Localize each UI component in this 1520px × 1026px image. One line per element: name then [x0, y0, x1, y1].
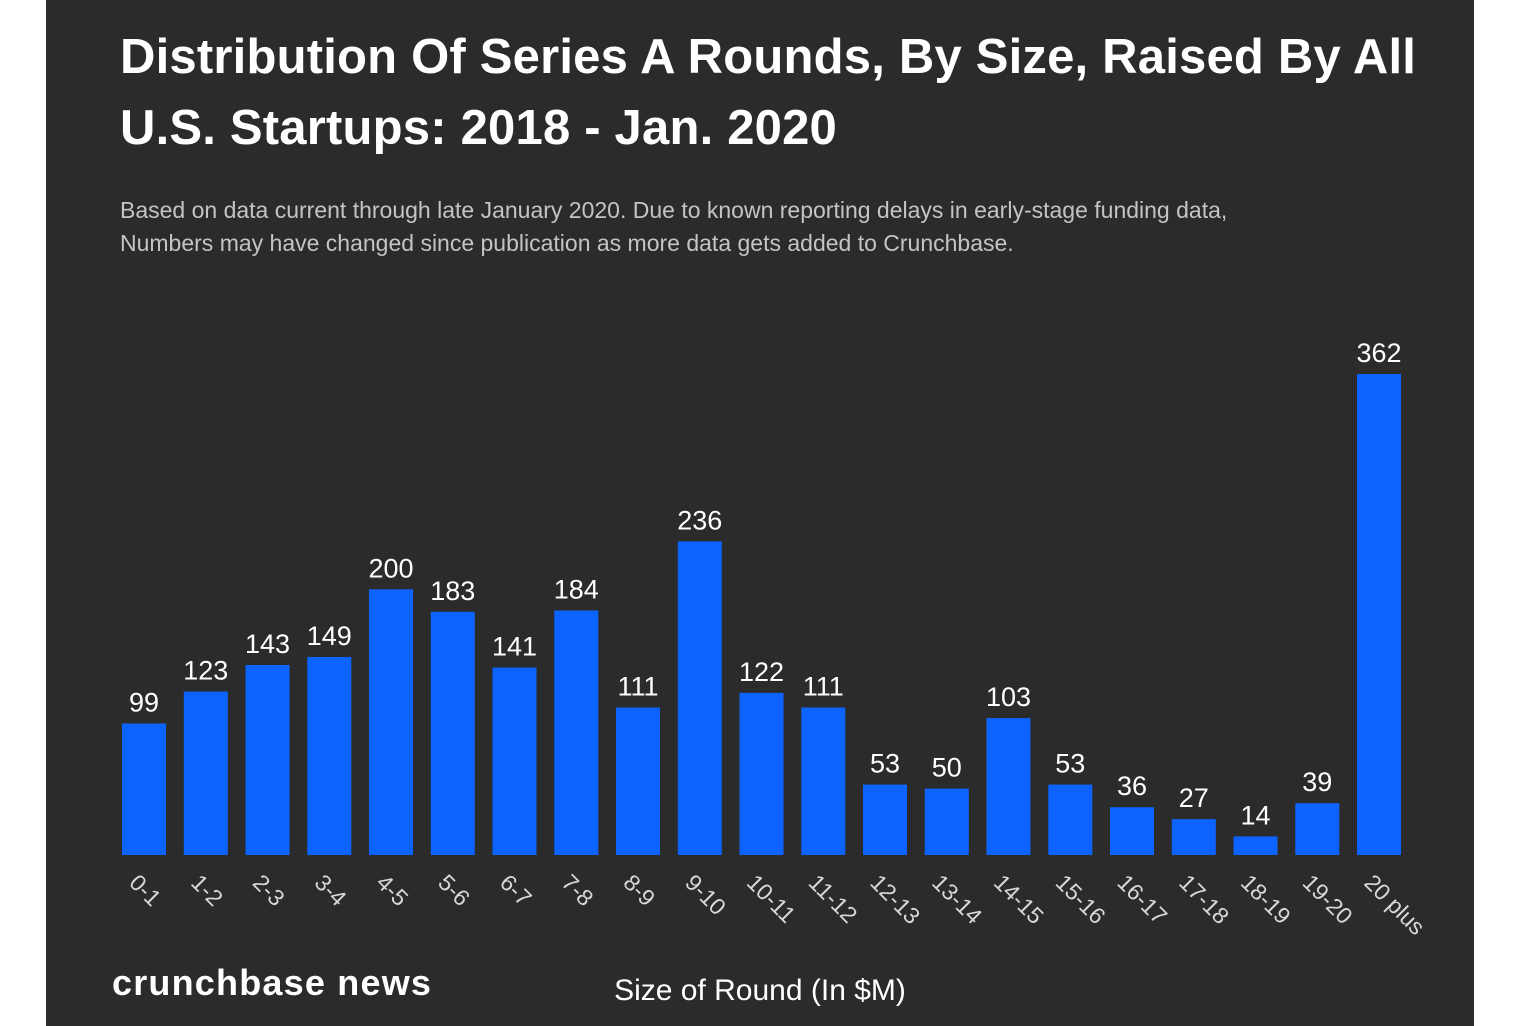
crunchbase-news-logo: crunchbase news	[112, 962, 433, 1003]
bar-4-5	[369, 589, 413, 855]
bar-3-4	[307, 657, 352, 855]
x-tick-11-12: 11-12	[804, 869, 863, 928]
value-labels-group: 99 123 143 149 200 183 141 184 111 236 122 111 53 50 1…	[129, 338, 1402, 830]
value-label-8-9: 111	[617, 672, 658, 702]
bar-12-13	[863, 784, 907, 855]
subtitle-line-1: Based on data current through late Janua…	[120, 197, 1228, 223]
value-label-6-7: 141	[492, 632, 537, 662]
bar-10-11	[739, 692, 784, 855]
value-label-14-15: 103	[986, 682, 1031, 712]
x-tick-2-3: 2-3	[248, 869, 290, 911]
value-label-3-4: 149	[307, 621, 352, 651]
x-axis-label: Size of Round (In $M)	[614, 974, 906, 1007]
value-label-10-11: 122	[739, 657, 784, 687]
bar-15-16	[1048, 784, 1093, 855]
x-tick-4-5: 4-5	[371, 869, 413, 911]
bar-17-18	[1171, 819, 1216, 855]
bar-2-3	[245, 665, 290, 855]
chart-title: Distribution Of Series A Rounds, By Size…	[120, 30, 1417, 155]
bar-16-17	[1110, 807, 1154, 855]
value-label-16-17: 36	[1117, 771, 1147, 801]
x-tick-14-15: 14-15	[989, 869, 1049, 929]
x-tick-18-19: 18-19	[1236, 869, 1296, 929]
bar-9-10	[677, 541, 722, 855]
bar-18-19	[1233, 836, 1278, 855]
value-label-2-3: 143	[245, 629, 290, 659]
value-label-13-14: 50	[932, 753, 962, 783]
bar-7-8	[554, 610, 599, 855]
bars-group	[122, 374, 1401, 855]
bar-6-7	[492, 667, 537, 855]
value-label-18-19: 14	[1240, 800, 1270, 830]
x-tick-8-9: 8-9	[618, 869, 660, 911]
subtitle-line-2: Numbers may have changed since publicati…	[120, 230, 1014, 256]
x-tick-16-17: 16-17	[1112, 869, 1172, 929]
bar-8-9	[616, 707, 660, 855]
value-label-12-13: 53	[870, 749, 900, 779]
bar-14-15	[986, 718, 1031, 855]
bar-13-14	[924, 788, 969, 855]
x-tick-7-8: 7-8	[557, 869, 599, 911]
value-label-4-5: 200	[368, 553, 413, 583]
value-label-5-6: 183	[430, 576, 475, 606]
value-label-15-16: 53	[1055, 749, 1085, 779]
x-tick-3-4: 3-4	[310, 869, 352, 911]
value-label-1-2: 123	[183, 656, 228, 686]
x-tick-labels-group: 0-1 1-2 2-3 3-4 4-5 5-6 6-7 7-8 8-9 9-10 10-11 11-1…	[124, 869, 1430, 940]
x-tick-13-14: 13-14	[927, 869, 987, 929]
x-tick-19-20: 19-20	[1298, 869, 1358, 929]
value-label-9-10: 236	[677, 505, 722, 535]
value-label-7-8: 184	[554, 575, 599, 605]
x-tick-17-18: 17-18	[1174, 869, 1234, 929]
x-tick-20-plus: 20 plus	[1359, 869, 1430, 940]
bar-20-plus	[1357, 374, 1401, 855]
x-tick-5-6: 5-6	[433, 869, 475, 911]
x-tick-1-2: 1-2	[186, 869, 228, 911]
x-tick-12-13: 12-13	[865, 869, 925, 929]
value-label-20-plus: 362	[1356, 338, 1401, 368]
bar-0-1	[122, 723, 166, 855]
value-label-0-1: 99	[129, 688, 159, 718]
bar-19-20	[1295, 803, 1340, 855]
value-label-17-18: 27	[1179, 783, 1209, 813]
chart-subtitle: Based on data current through late Janua…	[120, 194, 1420, 260]
value-label-19-20: 39	[1302, 767, 1332, 797]
x-tick-15-16: 15-16	[1051, 869, 1111, 929]
bar-5-6	[430, 611, 475, 855]
bar-11-12	[801, 707, 846, 855]
x-tick-6-7: 6-7	[495, 869, 537, 911]
x-tick-0-1: 0-1	[124, 869, 166, 911]
value-label-11-12: 111	[803, 672, 844, 702]
x-tick-9-10: 9-10	[680, 869, 731, 920]
bar-1-2	[183, 691, 228, 855]
x-tick-10-11: 10-11	[742, 869, 801, 928]
